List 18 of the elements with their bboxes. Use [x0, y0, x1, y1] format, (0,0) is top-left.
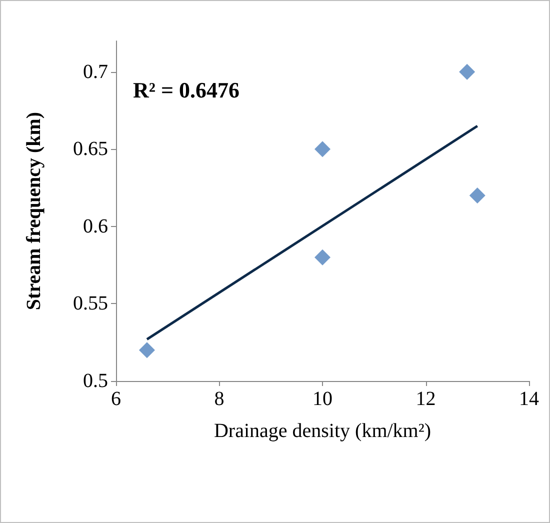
point	[469, 188, 486, 204]
annotation: R² = 0.6476	[133, 78, 240, 102]
y-tick-label: 0.6	[83, 215, 108, 238]
point	[314, 249, 330, 266]
point	[314, 141, 330, 158]
x-tick-label: 12	[416, 388, 436, 410]
y-tick-label: 0.65	[73, 138, 108, 160]
y-tick-label: 0.5	[83, 370, 108, 392]
y-axis-title: Stream frequency (km)	[23, 112, 45, 310]
x-tick-label: 8	[214, 388, 224, 410]
y-tick-label: 0.55	[73, 292, 108, 315]
x-tick-label: 14	[519, 388, 539, 410]
point	[459, 64, 476, 80]
y-tick-label: 0.7	[83, 60, 108, 83]
point	[138, 342, 155, 358]
x-tick-label: 10	[312, 388, 332, 410]
x-tick-label: 6	[111, 388, 121, 410]
x-axis-title: Drainage density (km/km²)	[214, 420, 432, 442]
